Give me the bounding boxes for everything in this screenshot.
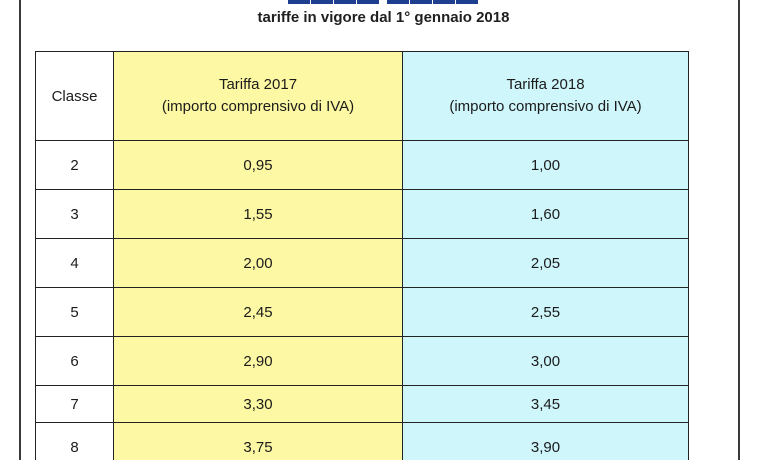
table-row: 6 2,90 3,00 <box>35 336 689 386</box>
cell-tariffa-2018: 1,60 <box>402 189 689 239</box>
table-row: 7 3,30 3,45 <box>35 385 689 423</box>
header-tariffa-2018-note: (importo comprensivo di IVA) <box>449 98 642 115</box>
cell-tariffa-2017: 3,75 <box>113 422 403 460</box>
table-header-row: Classe Tariffa 2017 (importo comprensivo… <box>35 51 689 141</box>
table-row: 4 2,00 2,05 <box>35 238 689 288</box>
header-classe: Classe <box>35 51 114 141</box>
header-tariffa-2017: Tariffa 2017 (importo comprensivo di IVA… <box>113 51 403 141</box>
cell-classe: 4 <box>35 238 114 288</box>
cell-tariffa-2017: 2,45 <box>113 287 403 337</box>
tariff-table: Classe Tariffa 2017 (importo comprensivo… <box>35 51 689 460</box>
cell-classe: 6 <box>35 336 114 386</box>
cell-classe: 2 <box>35 140 114 190</box>
cell-tariffa-2018: 3,00 <box>402 336 689 386</box>
table-row: 5 2,45 2,55 <box>35 287 689 337</box>
cell-tariffa-2018: 2,05 <box>402 238 689 288</box>
cell-classe: 8 <box>35 422 114 460</box>
page-subtitle: tariffe in vigore dal 1° gennaio 2018 <box>257 9 510 26</box>
cell-tariffa-2017: 2,00 <box>113 238 403 288</box>
cell-tariffa-2018: 1,00 <box>402 140 689 190</box>
table-row: 8 3,75 3,90 <box>35 422 689 460</box>
header-tariffa-2018-title: Tariffa 2018 <box>506 76 585 93</box>
cropped-title: ▬▬▬▬ ▬▬▬▬ <box>0 0 767 4</box>
header-tariffa-2017-note: (importo comprensivo di IVA) <box>161 98 355 115</box>
cell-classe: 7 <box>35 385 114 423</box>
cell-tariffa-2017: 2,90 <box>113 336 403 386</box>
cell-classe: 5 <box>35 287 114 337</box>
table-row: 3 1,55 1,60 <box>35 189 689 239</box>
cell-tariffa-2018: 3,45 <box>402 385 689 423</box>
left-border-line <box>19 0 21 460</box>
header-tariffa-2017-title: Tariffa 2017 <box>218 76 298 93</box>
right-border-line <box>738 0 740 460</box>
cell-classe: 3 <box>35 189 114 239</box>
cell-tariffa-2017: 1,55 <box>113 189 403 239</box>
cell-tariffa-2017: 3,30 <box>113 385 403 423</box>
table-row: 2 0,95 1,00 <box>35 140 689 190</box>
cell-tariffa-2018: 3,90 <box>402 422 689 460</box>
cell-tariffa-2017: 0,95 <box>113 140 403 190</box>
header-tariffa-2018: Tariffa 2018 (importo comprensivo di IVA… <box>402 51 689 141</box>
cell-tariffa-2018: 2,55 <box>402 287 689 337</box>
